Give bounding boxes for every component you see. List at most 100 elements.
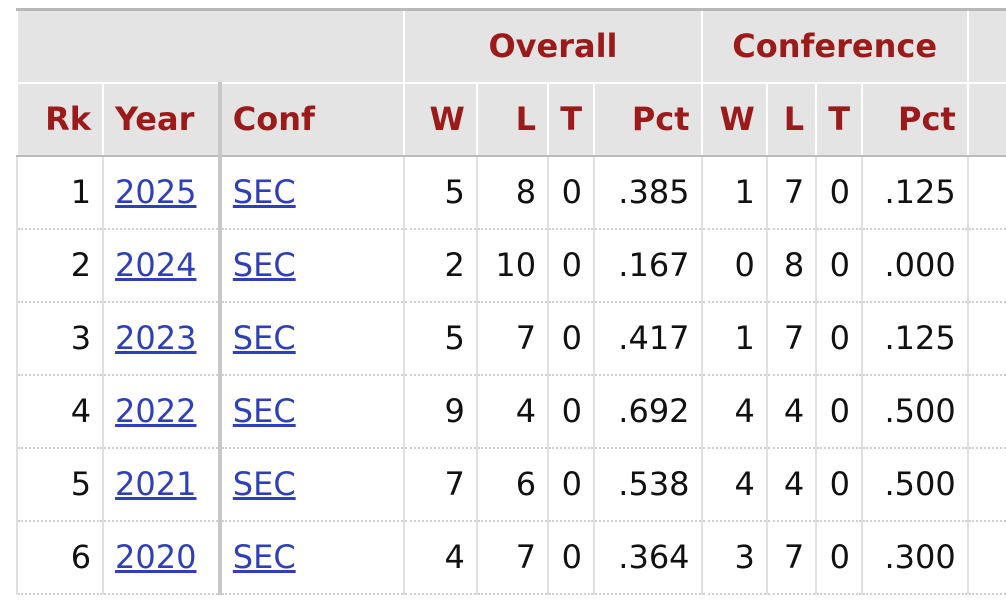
table-cell: 7 [475, 301, 549, 376]
table-row: 2 2024 SEC 2 10 0.167 0 8 0.000 [16, 228, 1006, 303]
table-cell: 2021 [102, 447, 222, 522]
table-cell [966, 374, 1006, 449]
table-cell: 0 [815, 301, 863, 376]
table-row: 3 2023 SEC 5 7 0.417 1 7 0.125 [16, 301, 1006, 376]
table-cell: 0 [815, 520, 863, 595]
table-cell: SEC [218, 155, 405, 230]
table-cell: 0 [700, 228, 767, 303]
column-header: T [547, 82, 595, 157]
blank-header [16, 8, 405, 84]
table-cell: SEC [218, 374, 405, 449]
table-cell: .364 [593, 520, 702, 595]
column-header: W [700, 82, 767, 157]
table-cell: .300 [861, 520, 968, 595]
column-header-row: Rk Year Conf W L T Pct W L T Pct [16, 82, 1006, 157]
table-cell: 2 [403, 228, 477, 303]
table-cell: 0 [547, 447, 595, 522]
table-cell: 1 [700, 155, 767, 230]
table-cell [966, 155, 1006, 230]
table-cell: 0 [815, 374, 863, 449]
column-header: Pct [861, 82, 968, 157]
conf-link[interactable]: SEC [232, 465, 296, 503]
column-header: Conf [218, 82, 405, 157]
conf-link[interactable]: SEC [232, 538, 296, 576]
table-cell: 7 [765, 520, 817, 595]
table-cell: 7 [765, 301, 817, 376]
table-cell: .417 [593, 301, 702, 376]
table-cell [966, 301, 1006, 376]
table-cell: 6 [16, 520, 104, 595]
year-link[interactable]: 2021 [115, 465, 197, 503]
table-cell: 0 [547, 228, 595, 303]
table-cell: .538 [593, 447, 702, 522]
group-header: Overall [403, 8, 702, 84]
table-cell: 0 [547, 374, 595, 449]
table-cell [966, 520, 1006, 595]
table-row: 1 2025 SEC 5 8 0.385 1 7 0.125 [16, 155, 1006, 230]
table-cell: 4 [700, 447, 767, 522]
table-cell: 0 [547, 155, 595, 230]
column-header: W [403, 82, 477, 157]
table-cell: 4 [700, 374, 767, 449]
table-cell: 2024 [102, 228, 222, 303]
table-cell: 9 [403, 374, 477, 449]
table-body: 1 2025 SEC 5 8 0.385 1 7 0.125 2 2024 SEC 2 10 0.167 0 8… [16, 155, 1006, 595]
table-cell: 4 [403, 520, 477, 595]
table-cell: .385 [593, 155, 702, 230]
table-cell: .125 [861, 155, 968, 230]
year-link[interactable]: 2025 [115, 173, 197, 211]
table-cell: .125 [861, 301, 968, 376]
column-header: T [815, 82, 863, 157]
table-cell: 4 [16, 374, 104, 449]
table-cell: 4 [765, 374, 817, 449]
conf-link[interactable]: SEC [232, 246, 296, 284]
year-link[interactable]: 2024 [115, 246, 197, 284]
table-row: 5 2021 SEC 7 6 0.538 4 4 0.500 [16, 447, 1006, 522]
conf-link[interactable]: SEC [232, 319, 296, 357]
table-cell: 7 [475, 520, 549, 595]
table-cell: SEC [218, 228, 405, 303]
group-header: Conference [700, 8, 968, 84]
table-cell: .500 [861, 374, 968, 449]
blank-header [966, 8, 1006, 84]
column-header: Year [102, 82, 222, 157]
table-cell [966, 228, 1006, 303]
table-cell: 1 [16, 155, 104, 230]
table-cell: 3 [700, 520, 767, 595]
table-cell: 7 [765, 155, 817, 230]
table-row: 4 2022 SEC 9 4 0.692 4 4 0.500 [16, 374, 1006, 449]
table-cell: 7 [403, 447, 477, 522]
table-cell: .500 [861, 447, 968, 522]
table-cell: 5 [16, 447, 104, 522]
table-cell: 3 [16, 301, 104, 376]
year-link[interactable]: 2022 [115, 392, 197, 430]
group-header-row: Overall Conference [16, 8, 1006, 84]
table-cell: SEC [218, 301, 405, 376]
conf-link[interactable]: SEC [232, 173, 296, 211]
column-header: Rk [16, 82, 104, 157]
table-cell: 6 [475, 447, 549, 522]
table-container: Overall Conference Rk Year Conf W L T Pct W L T Pc… [16, 8, 1006, 604]
table-cell: 0 [815, 228, 863, 303]
column-header: L [475, 82, 549, 157]
table-cell: 8 [475, 155, 549, 230]
table-cell: SEC [218, 447, 405, 522]
table-cell: 5 [403, 301, 477, 376]
table-cell: 5 [403, 155, 477, 230]
table-cell: 4 [475, 374, 549, 449]
year-link[interactable]: 2023 [115, 319, 197, 357]
table-row: 6 2020 SEC 4 7 0.364 3 7 0.300 [16, 520, 1006, 595]
table-cell: 8 [765, 228, 817, 303]
conf-link[interactable]: SEC [232, 392, 296, 430]
year-link[interactable]: 2020 [115, 538, 197, 576]
blank-header [966, 82, 1006, 157]
table-cell: 10 [475, 228, 549, 303]
table-cell: .000 [861, 228, 968, 303]
table-cell [966, 447, 1006, 522]
table-cell: 2020 [102, 520, 222, 595]
table-cell: SEC [218, 520, 405, 595]
table-cell: 0 [547, 301, 595, 376]
table-cell: 2 [16, 228, 104, 303]
table-cell: 0 [547, 520, 595, 595]
